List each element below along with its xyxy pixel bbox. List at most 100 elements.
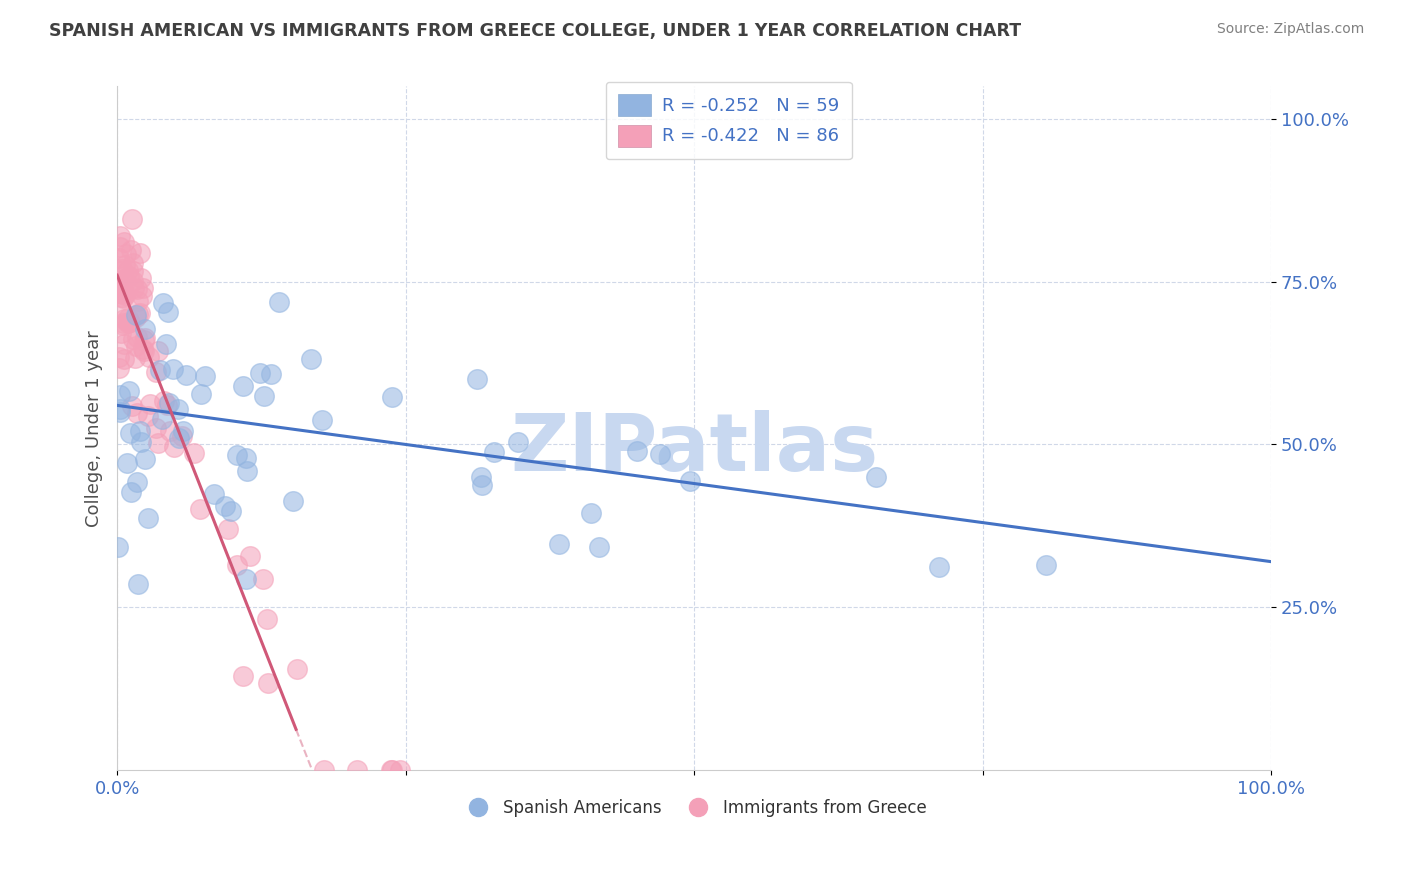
Point — [108, 351, 131, 365]
Point — [267, 295, 290, 310]
Point — [122, 264, 145, 278]
Point — [484, 445, 506, 459]
Point — [108, 251, 131, 265]
Point — [125, 308, 148, 322]
Point — [679, 474, 702, 488]
Point — [1035, 558, 1057, 572]
Point — [153, 394, 176, 409]
Text: Source: ZipAtlas.com: Source: ZipAtlas.com — [1216, 22, 1364, 37]
Point — [132, 342, 155, 356]
Text: ZIPatlas: ZIPatlas — [510, 409, 879, 488]
Point — [120, 484, 142, 499]
Point — [127, 406, 149, 420]
Point — [118, 425, 141, 440]
Point — [125, 310, 148, 325]
Point — [110, 326, 132, 341]
Point — [152, 295, 174, 310]
Point — [380, 763, 402, 777]
Y-axis label: College, Under 1 year: College, Under 1 year — [86, 330, 103, 526]
Point — [110, 388, 132, 402]
Point — [252, 572, 274, 586]
Point — [312, 763, 335, 777]
Point — [118, 315, 141, 329]
Point — [648, 447, 671, 461]
Point — [626, 444, 648, 458]
Point — [115, 456, 138, 470]
Point — [260, 367, 283, 381]
Point — [121, 274, 143, 288]
Point — [146, 436, 169, 450]
Point — [108, 360, 131, 375]
Point — [112, 318, 135, 332]
Point — [111, 291, 134, 305]
Point — [257, 675, 280, 690]
Point — [117, 316, 139, 330]
Point — [865, 470, 887, 484]
Point — [232, 669, 254, 683]
Point — [129, 424, 152, 438]
Point — [152, 412, 174, 426]
Text: SPANISH AMERICAN VS IMMIGRANTS FROM GREECE COLLEGE, UNDER 1 YEAR CORRELATION CHA: SPANISH AMERICAN VS IMMIGRANTS FROM GREE… — [49, 22, 1021, 40]
Point — [114, 288, 136, 302]
Point — [157, 396, 180, 410]
Point — [145, 420, 167, 434]
Point — [125, 475, 148, 489]
Point — [112, 336, 135, 351]
Point — [145, 365, 167, 379]
Point — [471, 478, 494, 492]
Point — [579, 506, 602, 520]
Point — [506, 434, 529, 449]
Point — [149, 363, 172, 377]
Point — [170, 429, 193, 443]
Legend: Spanish Americans, Immigrants from Greece: Spanish Americans, Immigrants from Greec… — [454, 792, 934, 823]
Point — [127, 330, 149, 344]
Point — [111, 317, 134, 331]
Point — [132, 344, 155, 359]
Point — [156, 305, 179, 319]
Point — [112, 235, 135, 250]
Point — [380, 390, 402, 404]
Point — [122, 333, 145, 347]
Point — [256, 611, 278, 625]
Point — [108, 301, 131, 315]
Point — [299, 352, 322, 367]
Point — [311, 413, 333, 427]
Point — [138, 511, 160, 525]
Point — [146, 344, 169, 359]
Point — [124, 351, 146, 365]
Point — [176, 368, 198, 383]
Point — [249, 366, 271, 380]
Point — [129, 271, 152, 285]
Point — [111, 286, 134, 301]
Point — [111, 286, 134, 301]
Point — [112, 312, 135, 326]
Point — [121, 211, 143, 226]
Point — [117, 311, 139, 326]
Point — [235, 464, 257, 478]
Point — [118, 315, 141, 329]
Point — [190, 386, 212, 401]
Point — [118, 268, 141, 283]
Point — [155, 398, 177, 412]
Point — [112, 271, 135, 285]
Point — [214, 499, 236, 513]
Point — [226, 448, 249, 462]
Point — [232, 378, 254, 392]
Point — [117, 262, 139, 277]
Point — [162, 362, 184, 376]
Point — [928, 560, 950, 574]
Point — [127, 307, 149, 321]
Point — [128, 245, 150, 260]
Point — [110, 263, 132, 277]
Point — [134, 331, 156, 345]
Point — [252, 389, 274, 403]
Point — [281, 494, 304, 508]
Point — [235, 451, 257, 466]
Point — [167, 402, 190, 417]
Point — [139, 397, 162, 411]
Point — [346, 763, 368, 777]
Point — [129, 306, 152, 320]
Point — [114, 258, 136, 272]
Point — [115, 247, 138, 261]
Point — [218, 522, 240, 536]
